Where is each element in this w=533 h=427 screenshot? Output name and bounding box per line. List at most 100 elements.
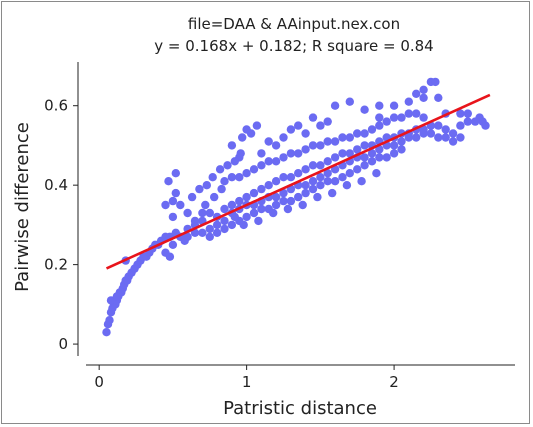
data-point — [463, 109, 472, 118]
y-ticks: 0 0.2 0.4 0.6 — [44, 97, 78, 353]
data-point — [235, 196, 244, 206]
data-point — [210, 192, 219, 202]
data-point — [201, 200, 210, 210]
data-point — [345, 169, 354, 178]
data-point — [382, 117, 391, 126]
data-point — [279, 173, 288, 182]
data-point — [176, 200, 185, 210]
data-point — [389, 113, 399, 122]
data-point — [316, 121, 325, 130]
data-point — [330, 153, 340, 162]
data-point — [419, 93, 428, 103]
data-point — [330, 101, 340, 110]
data-point — [227, 173, 237, 182]
y-axis-label: Pairwise difference — [12, 122, 33, 292]
data-point — [106, 296, 116, 305]
data-point — [102, 328, 111, 337]
data-point — [112, 292, 122, 301]
data-point — [301, 181, 310, 190]
data-point — [198, 228, 207, 237]
data-point — [227, 200, 237, 210]
data-point — [367, 157, 377, 166]
data-point — [242, 169, 251, 178]
data-point — [456, 133, 465, 142]
data-point — [389, 149, 399, 158]
data-point — [471, 117, 480, 126]
data-point — [217, 184, 226, 194]
data-point — [246, 129, 256, 138]
data-point — [308, 141, 318, 150]
data-point — [426, 129, 436, 138]
data-point — [342, 181, 352, 190]
data-point — [168, 196, 178, 206]
data-point — [264, 157, 273, 166]
data-point — [404, 133, 413, 142]
data-point — [404, 97, 413, 106]
data-point — [301, 145, 310, 154]
data-point — [353, 145, 362, 154]
data-point — [161, 248, 170, 257]
data-point — [434, 133, 443, 142]
data-point — [238, 133, 247, 142]
data-point — [264, 137, 273, 146]
data-point — [456, 109, 465, 118]
data-point — [187, 192, 197, 202]
data-point — [205, 224, 214, 234]
data-point — [239, 220, 248, 230]
data-point — [161, 200, 170, 210]
data-point — [279, 133, 288, 142]
data-point — [198, 208, 207, 218]
data-point — [220, 177, 229, 186]
data-point — [215, 165, 225, 174]
data-point — [323, 169, 332, 178]
data-point — [316, 173, 325, 182]
data-point — [360, 161, 369, 170]
data-point — [441, 125, 450, 134]
data-point — [316, 141, 325, 150]
y-tick-label: 0.4 — [44, 176, 68, 194]
data-point — [382, 153, 391, 162]
data-point — [105, 316, 114, 325]
data-point — [236, 149, 245, 158]
data-point — [271, 157, 281, 166]
data-point — [252, 121, 262, 130]
regression-line — [105, 93, 491, 270]
data-point — [257, 161, 266, 170]
data-point — [208, 173, 217, 182]
data-point — [271, 192, 281, 202]
data-point — [212, 228, 222, 237]
data-point — [375, 113, 384, 122]
data-point — [404, 109, 413, 118]
data-point — [286, 149, 296, 158]
chart-title: file=DAA & AAinput.nex.con — [188, 15, 400, 33]
data-point — [360, 129, 369, 138]
data-point — [323, 137, 332, 146]
data-point — [313, 192, 322, 202]
data-point — [463, 117, 472, 126]
data-point — [286, 196, 296, 206]
data-point — [431, 77, 440, 87]
y-tick-label: 0.6 — [44, 97, 68, 115]
data-point — [360, 141, 369, 150]
data-point — [227, 220, 237, 230]
data-point — [367, 149, 377, 158]
data-point — [456, 121, 465, 130]
data-point — [168, 240, 178, 249]
data-point — [323, 117, 332, 126]
data-point — [195, 184, 204, 194]
data-point — [441, 133, 450, 142]
data-point — [434, 121, 443, 130]
data-point — [412, 109, 421, 118]
y-tick-label: 0.2 — [44, 256, 68, 274]
data-point — [375, 121, 384, 130]
data-point — [419, 129, 428, 138]
data-point — [286, 125, 296, 134]
data-point — [357, 177, 366, 186]
data-point — [308, 184, 318, 194]
data-point — [316, 161, 325, 170]
data-point — [227, 141, 237, 150]
data-point — [316, 181, 325, 190]
data-point — [279, 196, 288, 206]
data-point — [345, 149, 354, 158]
